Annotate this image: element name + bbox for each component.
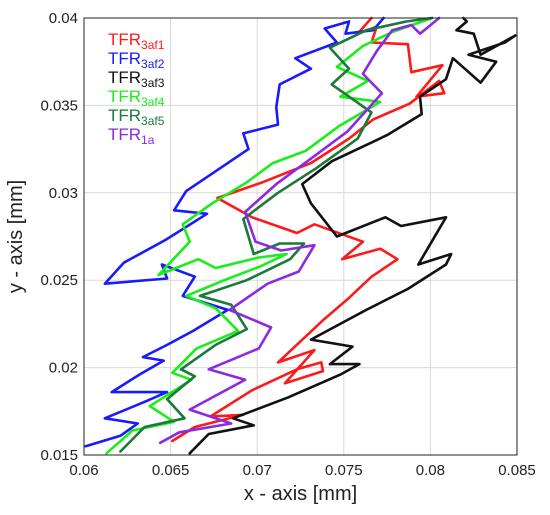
series-line-tfr-3af4 [105, 16, 434, 455]
x-axis-label: x - axis [mm] [244, 483, 357, 505]
series-line-tfr-3af1 [171, 16, 446, 443]
plot-frame [83, 17, 518, 456]
tick-labels: 0.06 0.065 0.07 0.075 0.08 0.085 0.015 0.02 0.02… [40, 10, 535, 479]
legend-entry: TFR3af3 [108, 68, 165, 90]
x-tick-label: 0.06 [69, 462, 98, 479]
y-tick-label: 0.015 [40, 447, 78, 464]
legend-entry: TFR3af1 [108, 30, 165, 52]
series-line-tfr-1a [158, 16, 441, 445]
y-tick-label: 0.035 [40, 97, 78, 114]
x-tick-label: 0.085 [498, 462, 536, 479]
series-line-tfr-3af3 [188, 16, 517, 455]
y-tick-label: 0.025 [40, 272, 78, 289]
x-tick-label: 0.08 [416, 462, 445, 479]
x-tick-label: 0.075 [325, 462, 363, 479]
y-tick-label: 0.03 [49, 185, 78, 202]
x-tick-label: 0.07 [243, 462, 272, 479]
x-tick-label: 0.065 [152, 462, 190, 479]
legend-entry: TFR3af5 [108, 106, 165, 128]
series-line-tfr-3af2 [84, 16, 385, 448]
y-tick-label: 0.04 [49, 10, 78, 27]
y-axis-label: y - axis [mm] [5, 180, 27, 293]
y-tick-label: 0.02 [49, 360, 78, 377]
legend-entry: TFR1a [108, 125, 155, 147]
legend-entry: TFR3af2 [108, 49, 165, 71]
legend-entry: TFR3af4 [108, 87, 165, 109]
series-lines [84, 16, 517, 455]
series-line-tfr-3af5 [119, 16, 434, 453]
